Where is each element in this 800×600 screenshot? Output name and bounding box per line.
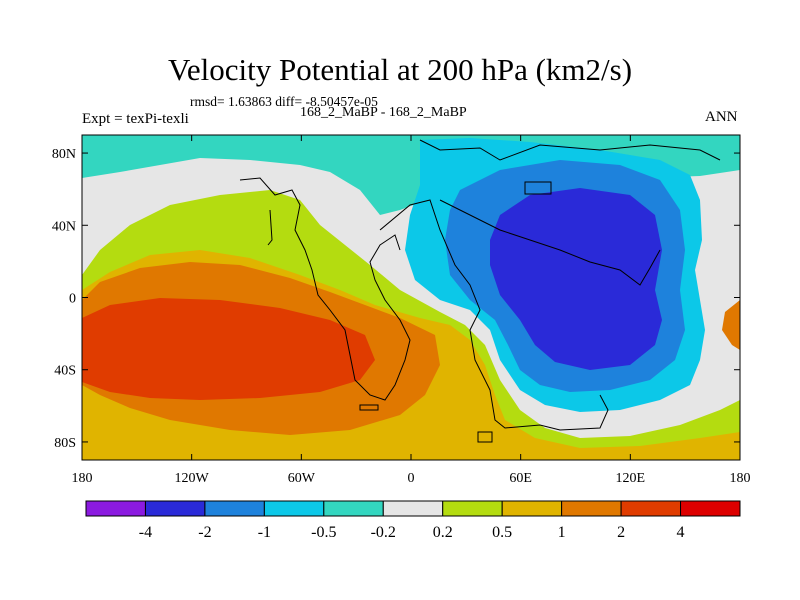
coast-americas [239, 177, 411, 401]
y-tick-label: 40S [54, 364, 76, 379]
x-tick-label: 180 [72, 471, 93, 486]
colorbar-label: -4 [139, 524, 152, 541]
coast-caspian [524, 181, 552, 195]
experiment-label: Expt = texPi-texli [82, 111, 189, 127]
colorbar-label: 2 [617, 524, 625, 541]
colorbar-label: -0.2 [371, 524, 396, 541]
coastlines [239, 139, 721, 443]
y-tick-label: 0 [69, 292, 76, 307]
colorbar-label: 4 [677, 524, 685, 541]
chart-title: Velocity Potential at 200 hPa (km2/s) [167, 52, 633, 87]
season-label: ANN [705, 109, 738, 125]
coast-asia-south [439, 199, 661, 286]
colorbar-swatch [561, 500, 622, 517]
colorbar-swatch [382, 500, 444, 517]
colorbar-label: -2 [198, 524, 211, 541]
colorbar-swatch [204, 500, 265, 517]
x-tick-label: 60W [288, 471, 316, 486]
stats-subtitle: rmsd= 1.63863 diff= -8.50457e-05 [190, 94, 378, 109]
x-tick-label: 0 [408, 471, 415, 486]
axes: 180 120W 60W 0 60E 120E 180 80N 40N 0 40S 80S [52, 135, 751, 486]
colorbar-label: -1 [258, 524, 271, 541]
colorbar-label: 0.2 [433, 524, 453, 541]
y-tick-label: 40N [52, 219, 76, 234]
colorbar-label: 1 [558, 524, 566, 541]
contour-redorange [82, 298, 375, 400]
x-tick-label: 60E [509, 471, 532, 486]
case-label: 168_2_MaBP - 168_2_MaBP [300, 105, 467, 120]
colorbar-swatch [144, 500, 206, 517]
x-tick-label: 120E [616, 471, 646, 486]
contour-white-east [708, 240, 740, 282]
colorbar-swatch [680, 500, 741, 517]
contour-orange-east [722, 300, 740, 350]
y-tick-label: 80N [52, 147, 76, 162]
coast-west [267, 209, 273, 246]
coast-eurasia-north [419, 139, 721, 161]
colorbar-label: -0.5 [311, 524, 336, 541]
coast-island [477, 431, 493, 443]
colorbar-label: 0.5 [492, 524, 512, 541]
x-tick-label: 180 [730, 471, 751, 486]
colorbar-swatch [263, 500, 325, 517]
x-tick-label: 120W [175, 471, 210, 486]
colorbar-swatch [620, 500, 682, 517]
contour-field [82, 135, 740, 460]
coast-africa-east [379, 199, 609, 431]
colorbar-swatch [85, 500, 146, 517]
colorbar-swatch [442, 500, 503, 517]
colorbar-swatch [323, 500, 384, 517]
colorbar: -4 -2 -1 -0.5 -0.2 0.2 0.5 1 2 4 [85, 500, 741, 541]
colorbar-swatch [501, 500, 563, 517]
y-tick-label: 80S [54, 436, 76, 451]
coast-island-2 [359, 404, 379, 411]
contour-deepblue [490, 188, 662, 370]
